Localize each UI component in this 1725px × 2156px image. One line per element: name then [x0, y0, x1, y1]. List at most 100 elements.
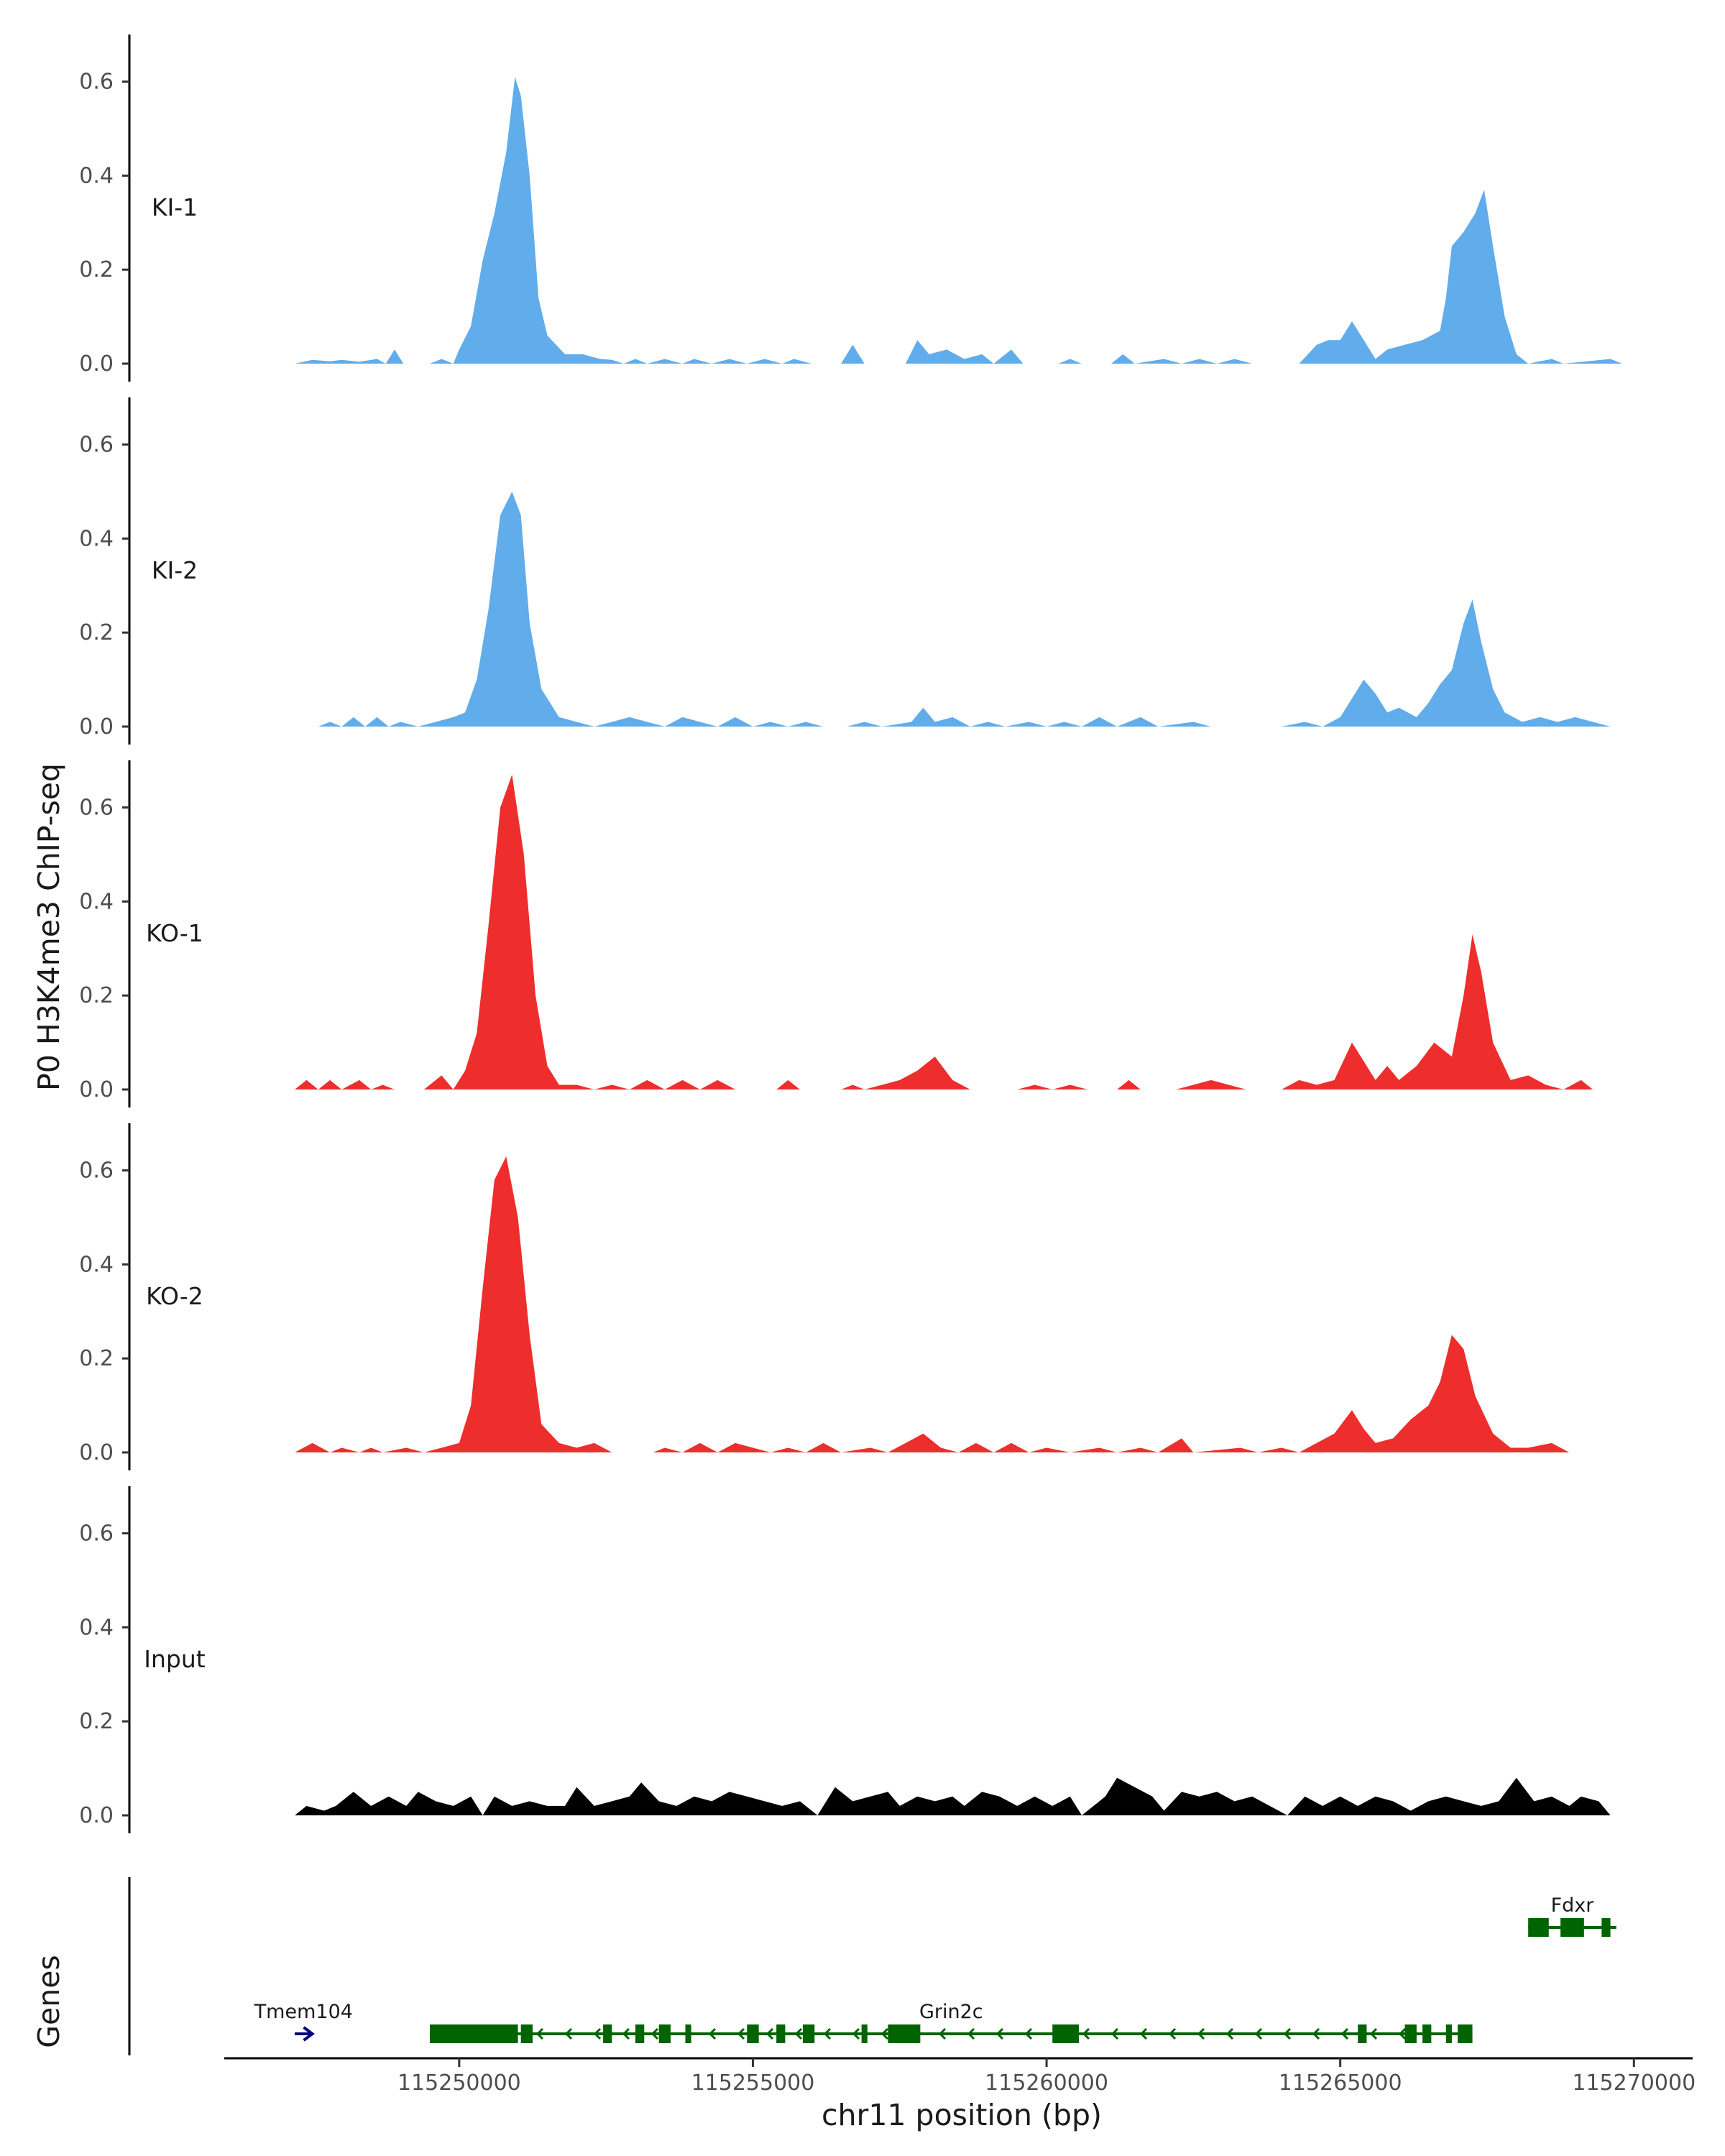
y-tick-label: 0.0 [79, 714, 114, 740]
exon [430, 2024, 518, 2043]
y-tick-label: 0.4 [79, 1615, 114, 1640]
gene-label: Tmem104 [254, 2001, 353, 2023]
x-tick-label: 115270000 [1572, 2070, 1696, 2096]
gene-grin2c: Grin2c [430, 2001, 1473, 2043]
strand-arrow [1398, 2027, 1407, 2040]
y-tick-label: 0.6 [79, 1158, 114, 1184]
y-tick-label: 0.0 [79, 1440, 114, 1465]
track-label: KI-1 [152, 193, 198, 221]
exon [861, 2024, 868, 2043]
gene-label: Grin2c [919, 2001, 983, 2023]
track-label: KI-2 [152, 556, 198, 584]
strand-arrow [303, 2026, 315, 2042]
y-tick-label: 0.6 [79, 796, 114, 821]
x-axis: 115250000 115255000 115260000 115265000 1152… [224, 2057, 1696, 2096]
y-tick-label: 0.4 [79, 526, 114, 551]
strand-arrow [880, 2027, 889, 2040]
exon [1358, 2024, 1367, 2043]
y-tick-label: 0.6 [79, 70, 114, 95]
track-ki-2: 0.0 0.2 0.4 0.6 KI-2 [79, 397, 1611, 745]
strand-arrow [794, 2027, 803, 2040]
y-tick-label: 0.2 [79, 620, 114, 645]
exon [520, 2024, 533, 2043]
strand-arrow [593, 2027, 602, 2040]
strand-arrow [1312, 2027, 1320, 2040]
exon [747, 2024, 759, 2043]
exon [685, 2024, 691, 2043]
strand-arrow [1283, 2027, 1292, 2040]
exon [1422, 2024, 1432, 2043]
x-tick-label: 115250000 [397, 2070, 521, 2096]
y-tick-label: 0.0 [79, 351, 114, 377]
strand-arrow [995, 2027, 1004, 2040]
signal-area-ko-1 [295, 774, 1593, 1089]
y-tick-label: 0.2 [79, 1346, 114, 1371]
exon [1528, 1918, 1549, 1937]
x-tick-label: 115260000 [985, 2070, 1108, 2096]
y-tick-label: 0.2 [79, 983, 114, 1008]
exon [888, 2024, 921, 2043]
strand-arrow [1110, 2027, 1119, 2040]
strand-arrow [650, 2027, 659, 2040]
y-tick-label: 0.4 [79, 1252, 114, 1277]
strand-arrow [535, 2027, 544, 2040]
strand-arrow [708, 2027, 717, 2040]
exon [1052, 2024, 1080, 2043]
strand-arrow [1082, 2027, 1090, 2040]
y-tick-label: 0.6 [79, 1521, 114, 1547]
strand-arrow [1024, 2027, 1033, 2040]
gene-label: Fdxr [1551, 1894, 1595, 1917]
exon [603, 2024, 612, 2043]
exon [1445, 2024, 1452, 2043]
exon [1601, 1918, 1611, 1937]
x-axis-title: chr11 position (bp) [822, 2098, 1102, 2132]
track-label: KO-2 [146, 1282, 203, 1310]
y-axis-title: P0 H3K4me3 ChIP-seq [32, 763, 66, 1091]
y-tick-label: 0.0 [79, 1803, 114, 1828]
strand-arrow [1254, 2027, 1263, 2040]
y-tick-label: 0.0 [79, 1077, 114, 1102]
genes-axis-title: Genes [32, 1955, 66, 2048]
x-tick-label: 115255000 [691, 2070, 815, 2096]
strand-arrow [564, 2027, 573, 2040]
signal-area-input [295, 1777, 1611, 1815]
strand-arrow [765, 2027, 774, 2040]
gene-tmem104: Tmem104 [254, 2001, 353, 2042]
exon [1560, 1918, 1584, 1937]
y-tick-label: 0.2 [79, 257, 114, 282]
gene-fdxr: Fdxr [1528, 1894, 1616, 1937]
signal-tracks: 0.00.20.40.6KI-10.00.20.40.6KI-20.00.20.… [79, 34, 1622, 1833]
strand-arrow [852, 2027, 860, 2040]
strand-arrow [1340, 2027, 1349, 2040]
track-ko-2: 0.0 0.2 0.4 0.6 KO-2 [79, 1123, 1570, 1470]
exon [1404, 2024, 1417, 2043]
y-tick-label: 0.6 [79, 433, 114, 458]
exon [635, 2024, 645, 2043]
track-label: Input [144, 1645, 206, 1673]
track-ko-1: 0.0 0.2 0.4 0.6 KO-1 [79, 760, 1593, 1107]
strand-arrow [737, 2027, 745, 2040]
strand-arrow [1168, 2027, 1177, 2040]
track-ki-1: 0.0 0.2 0.4 0.6 KI-1 [79, 34, 1622, 382]
y-tick-label: 0.2 [79, 1709, 114, 1734]
genes-panel: Tmem104 Grin2c Fdxr [128, 1877, 1616, 2055]
signal-area-ko-2 [295, 1156, 1570, 1452]
exon [802, 2024, 815, 2043]
strand-arrow [1139, 2027, 1148, 2040]
y-tick-label: 0.4 [79, 889, 114, 914]
y-tick-label: 0.4 [79, 163, 114, 188]
x-tick-label: 115265000 [1279, 2070, 1402, 2096]
strand-arrow [622, 2027, 630, 2040]
signal-area-ki-2 [318, 492, 1611, 727]
track-input: 0.0 0.2 0.4 0.6 Input [79, 1486, 1611, 1833]
strand-arrow [1197, 2027, 1205, 2040]
strand-arrow [823, 2027, 832, 2040]
strand-arrow [938, 2027, 947, 2040]
track-label: KO-1 [146, 919, 203, 947]
signal-area-ki-1 [295, 77, 1622, 364]
strand-arrow [967, 2027, 975, 2040]
exon [1458, 2024, 1473, 2043]
exon [776, 2024, 786, 2043]
strand-arrow [1369, 2027, 1378, 2040]
